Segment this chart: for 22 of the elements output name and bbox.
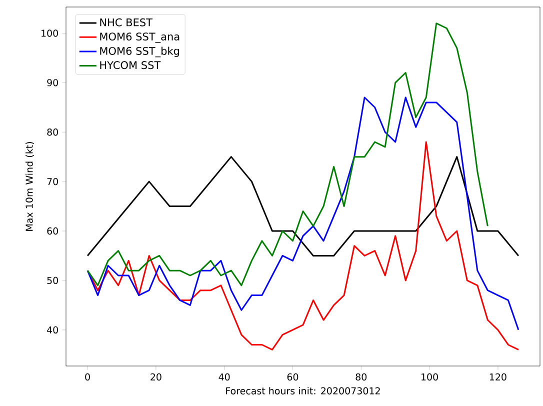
- y-tick-label: 40: [47, 326, 58, 334]
- legend-label: HYCOM SST: [100, 61, 161, 70]
- y-tick-label: 80: [47, 128, 58, 136]
- y-tick-label: 50: [47, 276, 58, 284]
- y-tick-label: 100: [42, 30, 58, 37]
- x-tick-label: 80: [356, 373, 367, 381]
- x-tick-label: 0: [85, 373, 90, 381]
- y-tick-label: 90: [47, 79, 58, 86]
- x-tick-label: 40: [218, 373, 230, 381]
- x-axis-title: Forecast hours init: 2020073012: [226, 387, 380, 394]
- x-tick-label: 120: [490, 373, 506, 381]
- legend-label: MOM6 SST_ana: [100, 32, 180, 43]
- y-tick-label: 60: [47, 227, 58, 235]
- x-tick-label: 60: [287, 373, 298, 381]
- x-tick-label: 20: [150, 373, 162, 381]
- y-tick-label: 70: [47, 178, 58, 186]
- legend-label: MOM6 SST_bkg: [100, 46, 180, 58]
- line-series: [86, 96, 520, 331]
- legend-label: NHC BEST: [100, 18, 153, 26]
- y-axis-title: Max 10m Wind (kt): [26, 142, 34, 231]
- line-series: [86, 156, 520, 256]
- x-tick-label: 100: [422, 373, 438, 381]
